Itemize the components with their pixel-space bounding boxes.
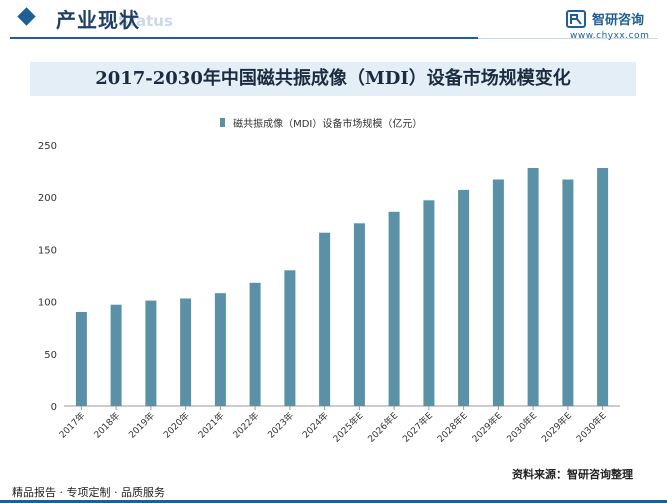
header-band: Status 产业现状 智研咨询 www.chyxx.com bbox=[0, 0, 667, 44]
x-tick-label: 2017年 bbox=[56, 410, 87, 441]
x-tick-label: 2030年E bbox=[504, 409, 539, 444]
bar bbox=[319, 232, 331, 406]
x-tick-label: 2030年E bbox=[574, 409, 609, 444]
x-tick-label: 2029年E bbox=[469, 409, 504, 444]
y-tick-label: 100 bbox=[38, 298, 57, 309]
y-tick-label: 50 bbox=[44, 350, 57, 361]
x-tick-label: 2027年E bbox=[400, 409, 435, 444]
x-tick-label: 2026年E bbox=[365, 409, 400, 444]
bar bbox=[75, 312, 87, 406]
bar bbox=[458, 189, 470, 406]
y-tick-label: 200 bbox=[38, 193, 57, 204]
header-title: 产业现状 bbox=[56, 8, 140, 32]
logo-icon bbox=[566, 10, 586, 28]
bar bbox=[423, 200, 435, 406]
bar bbox=[110, 304, 122, 406]
header-divider bbox=[10, 37, 478, 39]
bar bbox=[249, 282, 261, 406]
bar bbox=[597, 168, 609, 406]
x-tick-label: 2021年 bbox=[195, 410, 226, 441]
header-subtitle: Status bbox=[118, 12, 173, 30]
bar bbox=[145, 300, 157, 406]
chart-title: 2017-2030年中国磁共振成像（MDI）设备市场规模变化 bbox=[30, 62, 636, 96]
diamond-icon bbox=[17, 7, 36, 26]
bar bbox=[353, 223, 365, 406]
footer-bar bbox=[0, 500, 667, 503]
bar bbox=[388, 211, 400, 406]
y-tick-label: 0 bbox=[51, 402, 57, 413]
header-divider-thin bbox=[478, 38, 658, 39]
x-tick-label: 2029年E bbox=[539, 409, 574, 444]
bar bbox=[214, 293, 226, 406]
chart-legend: 磁共振成像（MDI）设备市场规模（亿元） bbox=[220, 112, 422, 130]
x-tick-label: 2020年 bbox=[161, 410, 192, 441]
x-tick-label: 2025年E bbox=[330, 409, 365, 444]
logo-name: 智研咨询 bbox=[592, 13, 645, 28]
y-tick-label: 250 bbox=[38, 141, 57, 152]
x-tick-label: 2028年E bbox=[435, 409, 470, 444]
bar-chart: 0 50 100 150 200 250 2017年 2018年 2019年 2020年 2021年… bbox=[38, 141, 620, 445]
x-tick-label: 2018年 bbox=[91, 410, 122, 441]
bar bbox=[284, 270, 296, 406]
bar bbox=[492, 179, 504, 406]
x-tick-label: 2024年 bbox=[300, 410, 331, 441]
y-tick-label: 150 bbox=[38, 245, 57, 256]
bar bbox=[527, 168, 539, 406]
x-tick-label: 2022年 bbox=[230, 410, 261, 441]
bar bbox=[180, 298, 192, 406]
legend-label: 磁共振成像（MDI）设备市场规模（亿元） bbox=[233, 119, 423, 130]
footer-tagline: 精品报告 · 专项定制 · 品质服务 bbox=[12, 486, 165, 499]
bar bbox=[562, 179, 574, 406]
source-note: 资料来源：智研咨询整理 bbox=[512, 468, 633, 481]
legend-swatch bbox=[220, 118, 225, 127]
x-tick-label: 2019年 bbox=[126, 410, 157, 441]
logo-url: www.chyxx.com bbox=[570, 31, 650, 41]
x-tick-label: 2023年 bbox=[265, 410, 296, 441]
